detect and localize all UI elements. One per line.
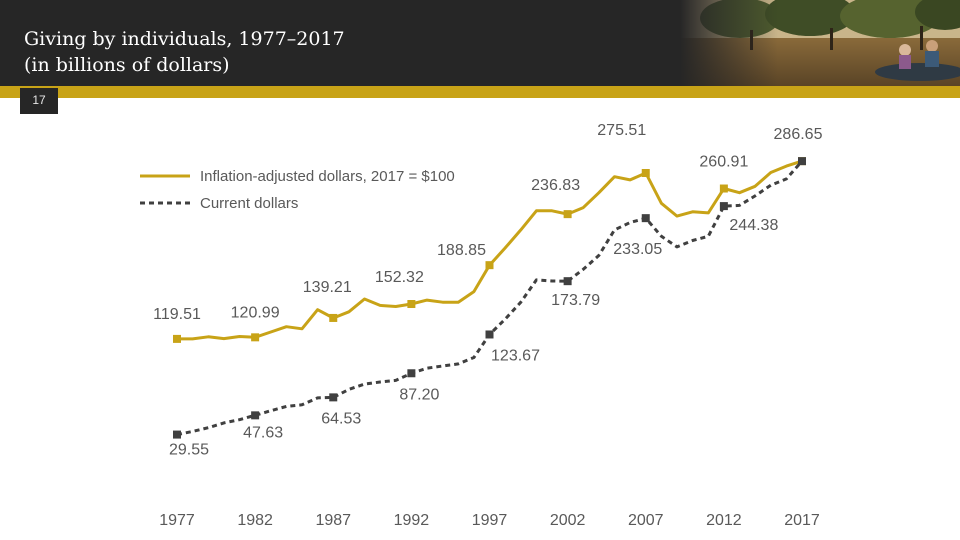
slide-header: Giving by individuals, 1977–2017 (in bil… [0,0,960,86]
data-marker-current-2017 [798,157,806,166]
slide-number: 17 [20,88,58,114]
data-label-current-1977: 29.55 [169,442,209,459]
header-photo [680,0,960,86]
legend-label-current-dollars: Current dollars [200,195,298,212]
data-marker-current-1997 [485,330,494,339]
data-marker-inflation-2002 [563,210,572,219]
data-label-inflation-1982: 120.99 [231,304,280,321]
data-label-current-1997: 123.67 [491,347,540,364]
data-label-current-1992: 87.20 [399,386,439,403]
x-tick-label-1987: 1987 [315,512,351,529]
data-marker-inflation-1977 [173,334,181,343]
data-marker-inflation-2007 [641,168,650,177]
data-label-current-2007: 233.05 [613,241,662,258]
flood-rescue-photo [680,0,960,86]
x-tick-label-2002: 2002 [550,512,586,529]
data-label-inflation-2012: 260.91 [699,154,748,171]
data-label-inflation-1992: 152.32 [375,269,424,286]
data-marker-inflation-1987 [329,313,338,322]
data-marker-current-2012 [719,202,728,211]
data-marker-inflation-1982 [251,333,260,342]
data-label-inflation-2007: 275.51 [597,122,646,139]
data-label-inflation-1987: 139.21 [303,279,352,296]
legend-label-inflation-adjusted: Inflation-adjusted dollars, 2017 = $100 [200,168,455,185]
data-label-current-2012: 244.38 [729,217,778,234]
data-label-current-1982: 47.63 [243,424,283,441]
x-tick-label-2007: 2007 [628,512,664,529]
slide-title-line-1: Giving by individuals, 1977–2017 [24,28,345,50]
data-marker-current-1987 [329,393,338,402]
data-marker-current-1982 [251,411,260,420]
x-tick-label-1997: 1997 [472,512,508,529]
x-tick-label-1992: 1992 [394,512,430,529]
data-marker-current-1992 [407,369,416,378]
data-label-current-2002: 173.79 [551,292,600,309]
x-tick-label-2017: 2017 [784,512,820,529]
data-label-inflation-1977: 119.51 [153,306,201,323]
slide-title: Giving by individuals, 1977–2017 (in bil… [24,26,345,78]
x-tick-label-2012: 2012 [706,512,742,529]
data-marker-current-2002 [563,277,572,286]
data-marker-inflation-1997 [485,261,494,270]
data-marker-inflation-2012 [719,184,728,193]
data-label-inflation-2017: 286.65 [774,126,823,143]
slide-title-line-2: (in billions of dollars) [24,54,230,76]
x-tick-label-1977: 1977 [159,512,195,529]
data-marker-inflation-1992 [407,300,416,309]
x-tick-label-1982: 1982 [237,512,273,529]
data-marker-current-1977 [173,430,181,439]
data-label-inflation-2002: 236.83 [531,177,580,194]
data-label-inflation-1997: 188.85 [437,242,486,259]
data-marker-current-2007 [641,214,650,223]
data-label-current-1987: 64.53 [321,410,361,427]
accent-bar [0,86,960,98]
